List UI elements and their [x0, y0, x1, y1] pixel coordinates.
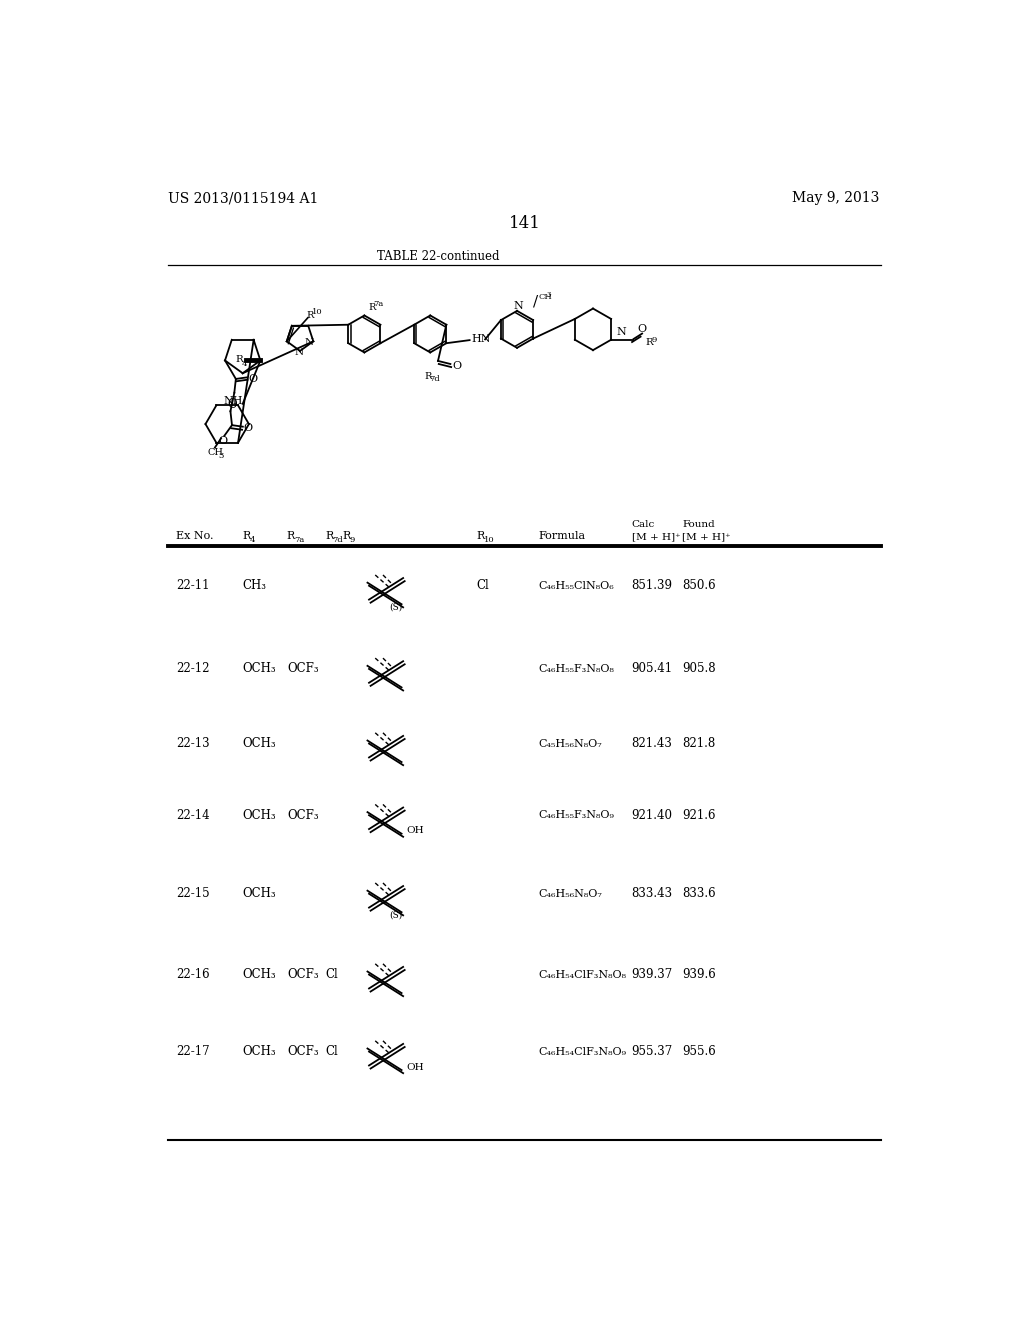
- Text: R: R: [236, 355, 244, 364]
- Text: 4: 4: [242, 360, 247, 368]
- Text: 7d: 7d: [429, 375, 440, 383]
- Text: OCF₃: OCF₃: [287, 1045, 318, 1059]
- Text: 9: 9: [651, 335, 656, 343]
- Text: 7d: 7d: [333, 536, 343, 544]
- Text: 9: 9: [349, 536, 355, 544]
- Text: C₄₆H₅₄ClF₃N₈O₈: C₄₆H₅₄ClF₃N₈O₈: [539, 970, 627, 979]
- Text: NH: NH: [223, 396, 243, 405]
- Text: 850.6: 850.6: [682, 579, 716, 593]
- Text: 955.37: 955.37: [632, 1045, 673, 1059]
- Text: 905.8: 905.8: [682, 663, 716, 676]
- Text: OCH₃: OCH₃: [243, 663, 276, 676]
- Text: OCH₃: OCH₃: [243, 968, 276, 981]
- Text: OCF₃: OCF₃: [287, 968, 318, 981]
- Text: R: R: [369, 302, 376, 312]
- Text: Ex No.: Ex No.: [176, 531, 214, 541]
- Text: OCH₃: OCH₃: [243, 887, 276, 900]
- Text: 3: 3: [547, 290, 551, 298]
- Text: Cl: Cl: [326, 968, 338, 981]
- Text: 22-13: 22-13: [176, 737, 210, 750]
- Text: 833.6: 833.6: [682, 887, 716, 900]
- Text: HN: HN: [471, 334, 490, 343]
- Text: OH: OH: [407, 826, 424, 836]
- Text: 4: 4: [250, 536, 255, 544]
- Text: May 9, 2013: May 9, 2013: [793, 191, 880, 206]
- Text: 10: 10: [483, 536, 495, 544]
- Text: [M + H]⁺: [M + H]⁺: [682, 532, 731, 541]
- Text: N: N: [616, 326, 626, 337]
- Text: US 2013/0115194 A1: US 2013/0115194 A1: [168, 191, 318, 206]
- Text: R: R: [287, 531, 295, 541]
- Text: O: O: [638, 323, 646, 334]
- Text: 821.43: 821.43: [632, 737, 673, 750]
- Text: OCF₃: OCF₃: [287, 809, 318, 822]
- Text: OCF₃: OCF₃: [287, 663, 318, 676]
- Text: 141: 141: [509, 215, 541, 232]
- Text: 851.39: 851.39: [632, 579, 673, 593]
- Text: OCH₃: OCH₃: [243, 809, 276, 822]
- Text: 3: 3: [218, 451, 223, 459]
- Text: (S): (S): [389, 911, 402, 920]
- Text: Found: Found: [682, 520, 715, 529]
- Text: OCH₃: OCH₃: [243, 1045, 276, 1059]
- Text: C₄₆H₅₅F₃N₈O₈: C₄₆H₅₅F₃N₈O₈: [539, 664, 614, 675]
- Text: 821.8: 821.8: [682, 737, 716, 750]
- Text: (S): (S): [389, 603, 402, 611]
- Text: 7a: 7a: [294, 536, 304, 544]
- Text: R: R: [645, 338, 653, 347]
- Text: 921.40: 921.40: [632, 809, 673, 822]
- Text: C₄₆H₅₅F₃N₈O₉: C₄₆H₅₅F₃N₈O₉: [539, 810, 614, 820]
- Text: Cl: Cl: [477, 579, 489, 593]
- Text: CH: CH: [207, 449, 223, 457]
- Text: R: R: [326, 531, 334, 541]
- Text: Formula: Formula: [539, 531, 586, 541]
- Text: O: O: [218, 436, 227, 446]
- Text: N: N: [295, 348, 304, 356]
- Text: C₄₆H₅₅ClN₈O₆: C₄₆H₅₅ClN₈O₆: [539, 581, 614, 591]
- Text: O: O: [248, 374, 257, 384]
- Text: OCH₃: OCH₃: [243, 737, 276, 750]
- Text: 939.6: 939.6: [682, 968, 716, 981]
- Text: 22-15: 22-15: [176, 887, 210, 900]
- Text: 22-12: 22-12: [176, 663, 210, 676]
- Text: O: O: [227, 399, 237, 411]
- Text: 22-16: 22-16: [176, 968, 210, 981]
- Text: C₄₅H₅₆N₈O₇: C₄₅H₅₆N₈O₇: [539, 739, 602, 748]
- Text: Calc: Calc: [632, 520, 655, 529]
- Text: R: R: [477, 531, 485, 541]
- Text: 905.41: 905.41: [632, 663, 673, 676]
- Text: CH₃: CH₃: [243, 579, 266, 593]
- Text: Cl: Cl: [326, 1045, 338, 1059]
- Text: 833.43: 833.43: [632, 887, 673, 900]
- Text: C₄₆H₅₄ClF₃N₈O₉: C₄₆H₅₄ClF₃N₈O₉: [539, 1047, 627, 1056]
- Text: O: O: [452, 360, 461, 371]
- Text: 22-17: 22-17: [176, 1045, 210, 1059]
- Text: 921.6: 921.6: [682, 809, 716, 822]
- Text: R: R: [343, 531, 351, 541]
- Text: 22-11: 22-11: [176, 579, 210, 593]
- Text: 7a: 7a: [374, 300, 384, 308]
- Text: C₄₆H₅₆N₈O₇: C₄₆H₅₆N₈O₇: [539, 888, 603, 899]
- Text: 10: 10: [311, 309, 323, 317]
- Text: N: N: [514, 301, 523, 312]
- Text: N: N: [304, 338, 313, 347]
- Text: CH: CH: [539, 293, 553, 301]
- Text: /: /: [532, 294, 538, 309]
- Text: 939.37: 939.37: [632, 968, 673, 981]
- Text: OH: OH: [407, 1063, 424, 1072]
- Text: 22-14: 22-14: [176, 809, 210, 822]
- Text: 955.6: 955.6: [682, 1045, 716, 1059]
- Text: R: R: [424, 372, 431, 380]
- Text: TABLE 22-continued: TABLE 22-continued: [377, 251, 500, 264]
- Text: R: R: [306, 312, 313, 319]
- Text: R: R: [243, 531, 251, 541]
- Text: O: O: [244, 424, 253, 433]
- Text: [M + H]⁺: [M + H]⁺: [632, 532, 680, 541]
